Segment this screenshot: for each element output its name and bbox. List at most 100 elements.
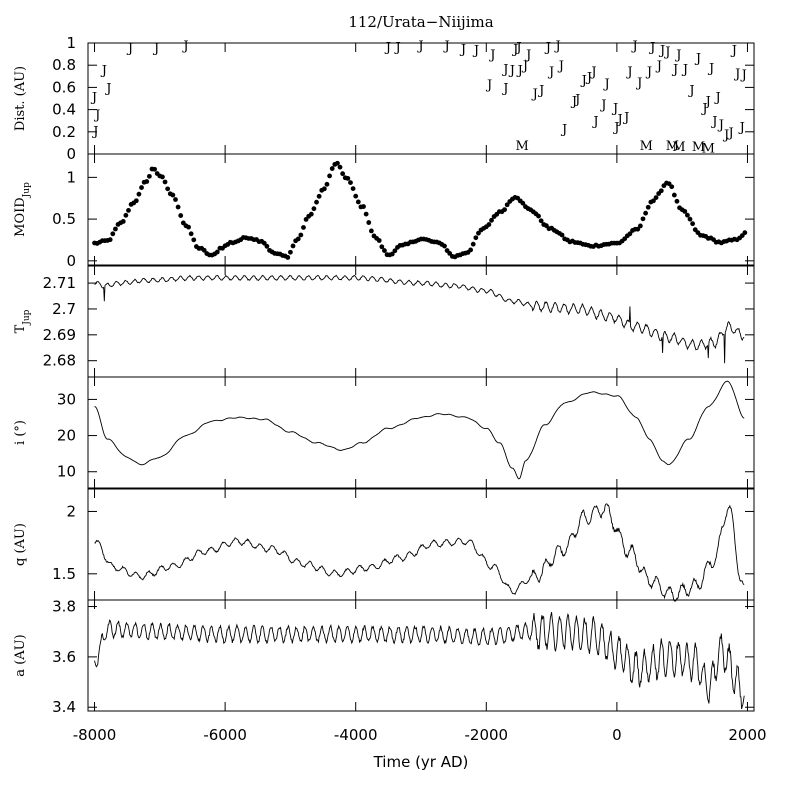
encounter-M: M [672, 140, 685, 155]
moid-point [473, 235, 479, 241]
moid-point [110, 231, 116, 237]
q-series-line [94, 503, 745, 602]
moid-point [476, 230, 481, 236]
encounter-J: J [531, 87, 538, 102]
encounter-J: J [472, 44, 479, 59]
moid-point [214, 249, 220, 255]
moid-point [133, 198, 139, 204]
moid-point [489, 217, 494, 223]
encounter-J: J [635, 76, 642, 91]
panel-incl: 10 20 30 i (°) [13, 376, 755, 489]
encounter-J: J [152, 41, 159, 56]
encounter-J: J [663, 45, 670, 60]
y-axis-title: Dist. (AU) [13, 66, 28, 131]
encounter-J: J [501, 63, 508, 78]
x-tick-label: -6000 [203, 726, 247, 744]
encounter-J: J [585, 70, 592, 85]
moid-point [162, 179, 168, 185]
moid-point [123, 212, 129, 218]
panel-tjup: 2.68 2.69 2.7 2.71 TJup [13, 265, 755, 378]
moid-point [538, 218, 544, 224]
encounter-J: J [717, 118, 724, 133]
moid-point [392, 248, 398, 254]
encounter-J: J [544, 40, 551, 55]
panel-frame [87, 376, 755, 489]
encounter-J: J [93, 108, 100, 123]
y-axis-title: i (°) [13, 420, 28, 445]
encounter-J: J [727, 126, 734, 141]
moid-point [361, 204, 366, 209]
panel-frame [87, 42, 755, 155]
panel-frame [87, 599, 755, 712]
moid-point [316, 193, 322, 199]
y-tick-label: 20 [57, 427, 76, 445]
y-axis-title: TJup [13, 309, 32, 333]
moid-point [139, 185, 144, 190]
encounter-J: J [687, 84, 694, 99]
moid-point [201, 247, 207, 253]
encounter-J: J [90, 90, 97, 105]
moid-point [301, 225, 306, 230]
moid-point [470, 241, 476, 247]
encounter-J: J [591, 115, 598, 130]
moid-point [152, 166, 158, 172]
moid-point [165, 186, 171, 192]
x-axis: -8000 -6000 -4000 -2000 0 2000 [73, 726, 767, 744]
encounter-J: J [622, 110, 629, 125]
y-tick-label: 0.5 [52, 210, 76, 228]
moid-point [671, 192, 677, 198]
encounter-J: J [485, 78, 492, 93]
moid-point [504, 202, 510, 208]
encounter-J: J [416, 39, 423, 54]
encounter-J: J [602, 77, 609, 92]
moid-point [160, 174, 165, 180]
encounter-J: J [511, 43, 518, 58]
encounter-J: J [501, 81, 508, 96]
moid-point [120, 219, 126, 224]
encounter-J: J [700, 101, 707, 116]
moid-point [363, 211, 369, 217]
encounter-J: J [91, 125, 98, 140]
panel-moid: 0 0.5 1 MOIDJup [13, 153, 755, 270]
y-tick-label: 1 [66, 34, 76, 52]
moid-point [486, 222, 492, 227]
encounter-J: J [645, 65, 652, 80]
moid-point [335, 160, 340, 166]
encounter-J: J [713, 90, 720, 105]
encounter-J: J [580, 74, 587, 89]
encounter-J: J [707, 61, 714, 76]
moid-point [640, 216, 646, 222]
moid-point [329, 166, 335, 171]
encounter-M: M [666, 139, 679, 154]
x-tick-label: 2000 [728, 726, 766, 744]
encounter-M: M [640, 139, 653, 154]
encounter-J: J [521, 59, 528, 74]
moid-point [288, 249, 293, 255]
moid-point [682, 208, 688, 214]
moid-point [645, 204, 651, 210]
encounter-J: J [612, 120, 619, 135]
y-axis-title: q (AU) [13, 523, 28, 566]
y-tick-label: 0 [66, 145, 76, 163]
moid-point [687, 216, 693, 222]
moid-point [136, 191, 142, 197]
encounter-J: J [181, 39, 188, 54]
moid-point [502, 207, 507, 213]
moid-point [627, 231, 633, 237]
panel-a: 3.4 3.6 3.8 a (AU) [13, 598, 755, 716]
encounter-J: J [508, 64, 515, 79]
encounter-J: J [126, 41, 133, 56]
encounter-J: J [704, 95, 711, 110]
moid-point [348, 180, 353, 185]
moid-point [173, 197, 178, 202]
x-axis-title: Time (yr AD) [373, 753, 469, 771]
encounter-J: J [459, 43, 466, 58]
x-tick-label: -8000 [73, 726, 117, 744]
moid-point [376, 238, 382, 243]
moid-point [314, 199, 319, 205]
y-tick-label: 10 [57, 463, 76, 481]
encounter-J: J [631, 39, 638, 54]
moid-point [146, 173, 152, 179]
x-tick-label: -2000 [464, 726, 508, 744]
